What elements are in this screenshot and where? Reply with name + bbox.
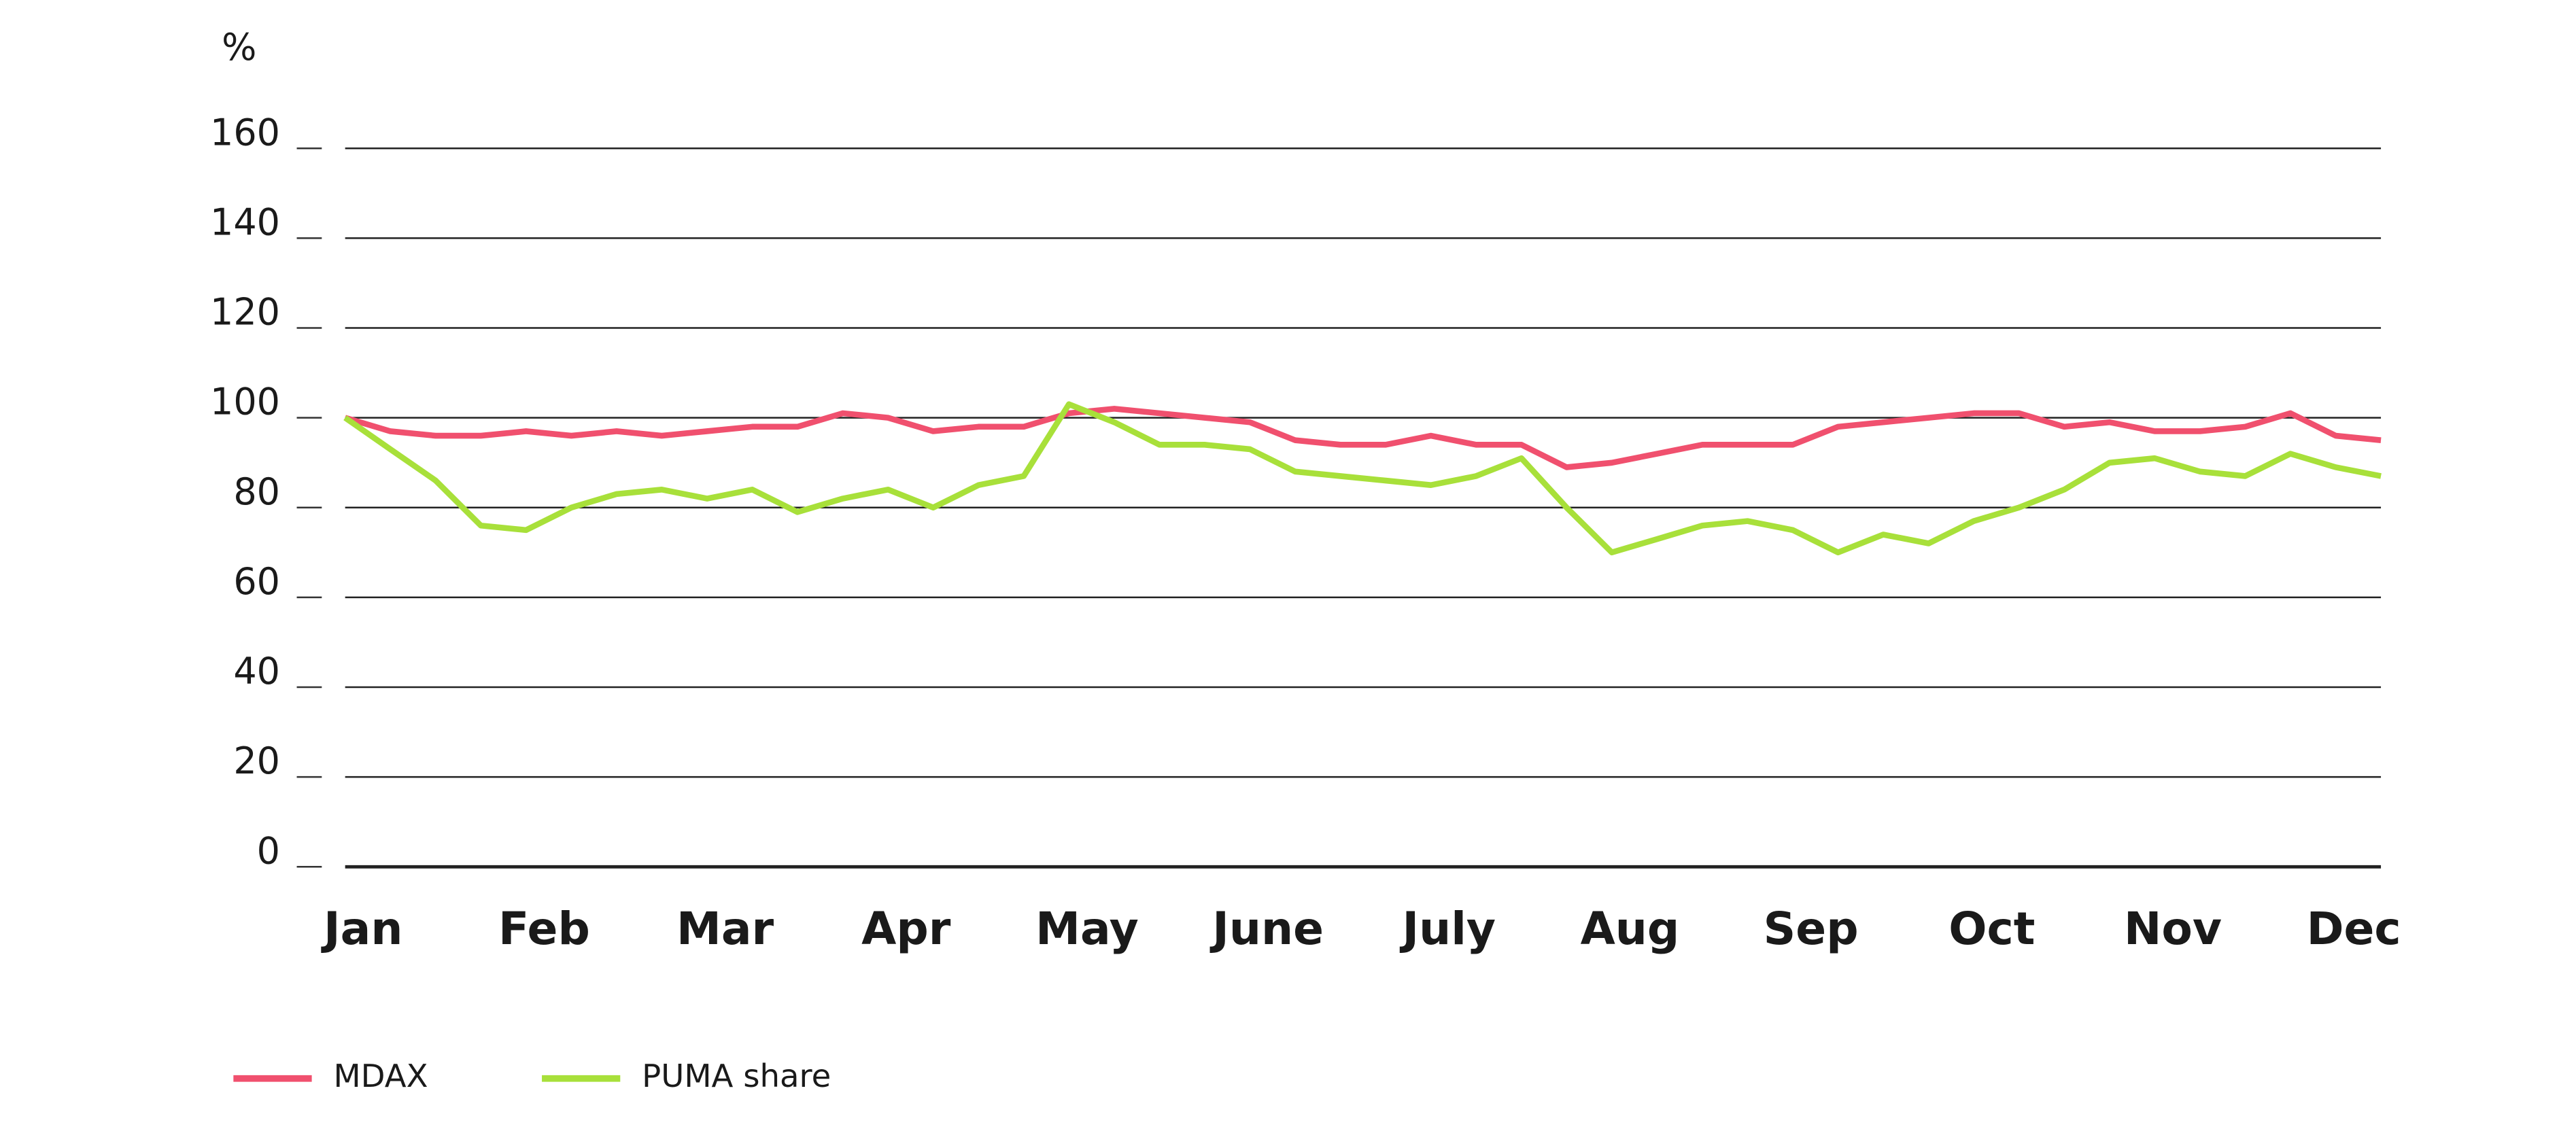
data-line — [344, 406, 2382, 470]
x-tick-label: July — [1399, 903, 1496, 955]
x-tick-label: Jan — [321, 903, 402, 955]
legend-label: MDAX — [333, 1058, 428, 1094]
y-tick-label: 60 — [233, 560, 280, 603]
y-tick-label: 80 — [233, 470, 280, 513]
x-tick-label: Aug — [1581, 903, 1680, 955]
x-tick-label: Sep — [1764, 903, 1859, 955]
data-line — [343, 401, 2382, 556]
y-tick-label: 0 — [257, 829, 280, 872]
x-tick-label: Nov — [2124, 903, 2222, 955]
x-tick-label: Mar — [676, 903, 774, 955]
y-tick-label: 40 — [233, 650, 280, 693]
y-tick-label: 100 — [210, 381, 280, 423]
y-tick-label: 120 — [210, 291, 280, 334]
x-tick-label: Oct — [1948, 903, 2035, 955]
legend-label: PUMA share — [642, 1058, 831, 1094]
x-tick-label: Apr — [861, 903, 951, 955]
y-tick-label: 140 — [210, 201, 280, 243]
x-tick-label: Dec — [2307, 903, 2401, 955]
y-tick-label: 160 — [210, 111, 280, 154]
y-unit: % — [222, 26, 256, 69]
x-tick-label: June — [1209, 903, 1324, 955]
x-tick-label: May — [1035, 903, 1139, 955]
x-tick-label: Feb — [498, 903, 590, 955]
y-tick-label: 20 — [233, 740, 280, 782]
